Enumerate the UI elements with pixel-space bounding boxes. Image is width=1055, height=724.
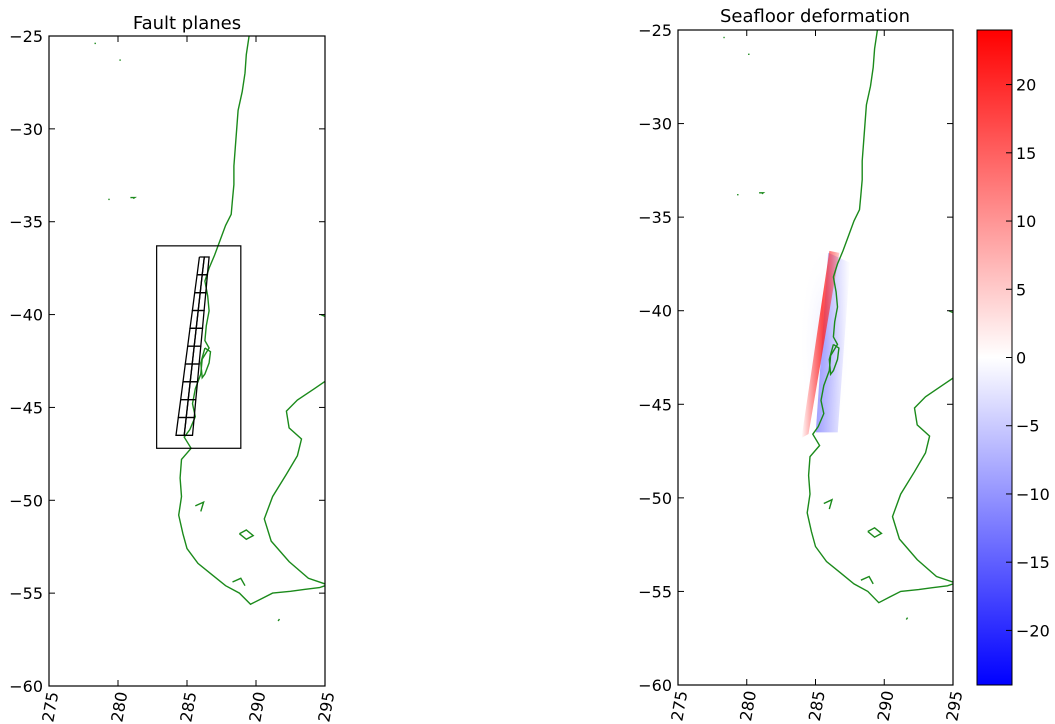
- seafloor-deformation-panel: Seafloor deformation −25−30−35−40−45−50−…: [638, 6, 966, 723]
- seafloor-deformation-y-tick-label: −45: [638, 395, 672, 414]
- island-path: [232, 577, 246, 587]
- colorbar: 20 15 10 5 0 −5 −10 −15 −20: [976, 29, 1050, 686]
- colorbar-tick-label: 10: [1016, 212, 1036, 231]
- island-path: [130, 196, 137, 200]
- coastline-path: [177, 36, 325, 606]
- colorbar-tick-label: 20: [1016, 76, 1036, 95]
- seafloor-deformation-y-tick-label: −55: [638, 582, 672, 601]
- east-coastline-path: [263, 380, 325, 585]
- fault-planes-panel: Fault planes −25 −30 −35 −40 −45 −50 −55 −60 27…: [9, 13, 338, 724]
- fault-plane-cell: [189, 363, 200, 383]
- fault-plane-cell: [193, 327, 204, 347]
- fault-planes-y-tick-label: −40: [9, 306, 43, 325]
- seafloor-deformation-x-tick-label: 285: [805, 689, 829, 722]
- fault-plane-cell: [187, 381, 199, 401]
- seafloor-deformation-y-tick-label: −30: [638, 115, 672, 134]
- seafloor-deformation-x-tick-label: 295: [942, 689, 966, 722]
- fault-region-box: [156, 245, 242, 449]
- island-path: [277, 618, 281, 622]
- island-path: [867, 526, 883, 539]
- fault-plane-cell: [183, 416, 195, 436]
- fault-planes-y-tick-label: −30: [9, 120, 43, 139]
- colorbar-tick-label: 5: [1016, 280, 1026, 299]
- fault-plane-cell: [185, 398, 197, 419]
- subsidence-band: [815, 252, 851, 433]
- fault-planes-x-tick-label: 280: [107, 690, 131, 723]
- fault-planes-y-tick-label: −55: [9, 584, 43, 603]
- fault-plane-cell: [191, 345, 202, 365]
- fault-planes-y-tick-label: −60: [9, 677, 43, 696]
- colorbar-tick-label: −5: [1016, 417, 1040, 436]
- east-coastline-path: [891, 377, 953, 583]
- coastline-left: [94, 36, 325, 622]
- seafloor-deformation-x-tick-label: 280: [736, 689, 760, 722]
- island-path: [200, 347, 212, 380]
- fault-planes-title: Fault planes: [133, 13, 241, 34]
- seafloor-deformation-y-tick-label: −35: [638, 208, 672, 227]
- fault-plane-cell: [195, 309, 205, 329]
- deformation-field: [799, 241, 852, 446]
- uplift-band: [801, 250, 840, 438]
- colorbar-tick-label: 15: [1016, 144, 1036, 163]
- island-path: [860, 575, 874, 585]
- island-path: [759, 192, 766, 195]
- fault-plane-grid: [175, 256, 210, 436]
- seafloor-deformation-y-axis: −25 −30 −35 −40 −45 −50 −55 −60: [638, 21, 953, 695]
- fault-planes-x-tick-label: 275: [38, 690, 62, 723]
- fault-planes-axes-frame: [48, 35, 326, 687]
- colorbar-tick-label: −15: [1016, 553, 1050, 572]
- fault-planes-x-tick-label: 290: [245, 690, 269, 723]
- seafloor-deformation-y-tick-label: −60: [638, 676, 672, 695]
- seafloor-deformation-y-tick-label: −40: [638, 302, 672, 321]
- island-path: [828, 343, 840, 377]
- seafloor-deformation-x-tick-label: 275: [667, 689, 691, 722]
- seafloor-deformation-y-tick-label: −25: [638, 21, 672, 40]
- seafloor-deformation-title: Seafloor deformation: [720, 6, 910, 27]
- fault-planes-y-tick-label: −45: [9, 398, 43, 417]
- fault-planes-y-axis: −25 −30 −35 −40 −45 −50 −55 −60: [9, 27, 325, 696]
- fault-plane-cell: [197, 292, 207, 312]
- fault-planes-x-tick-label: 295: [314, 690, 338, 723]
- island-path: [823, 498, 834, 510]
- fault-planes-y-tick-label: −25: [9, 27, 43, 46]
- fault-plane-cell: [201, 256, 210, 276]
- island-path: [905, 617, 909, 620]
- island-path: [195, 500, 205, 512]
- seafloor-deformation-y-tick-label: −50: [638, 489, 672, 508]
- seafloor-deformation-x-tick-label: 290: [874, 689, 898, 722]
- coastline-right: [723, 30, 953, 620]
- colorbar-tick-label: 0: [1016, 349, 1026, 368]
- colorbar-tick-label: −10: [1016, 485, 1050, 504]
- colorbar-tick-label: −20: [1016, 621, 1050, 640]
- island-path: [238, 529, 255, 541]
- fault-planes-x-tick-label: 285: [176, 690, 200, 723]
- fault-planes-y-tick-label: −50: [9, 491, 43, 510]
- colorbar-ticks: 20 15 10 5 0 −5 −10 −15 −20: [1006, 76, 1050, 640]
- fault-planes-x-axis: 275 280 285 290 295: [38, 36, 338, 724]
- fault-planes-y-tick-label: −35: [9, 213, 43, 232]
- coastline-path: [806, 30, 953, 604]
